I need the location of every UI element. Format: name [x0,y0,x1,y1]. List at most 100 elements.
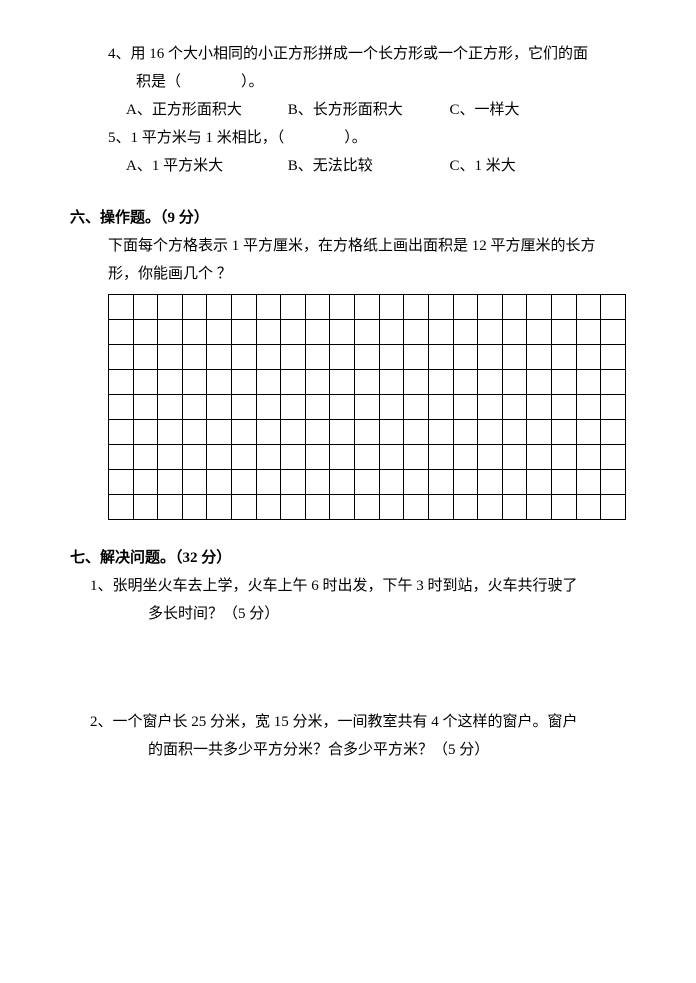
grid-cell [551,295,576,320]
grid-cell [502,370,527,395]
grid-cell [355,420,380,445]
sec7-q1-line2: 多长时间？（5 分） [70,600,626,628]
grid-cell [527,445,552,470]
grid-cell [133,470,158,495]
grid-cell [428,295,453,320]
grid-cell [453,495,478,520]
grid-cell [576,495,601,520]
q5-optA: A、1 平方米大 [126,152,284,180]
grid-cell [601,345,626,370]
grid-cell [305,370,330,395]
grid-cell [158,345,183,370]
grid-cell [330,370,355,395]
grid-cell [182,495,207,520]
grid-cell [182,295,207,320]
grid-cell [379,345,404,370]
grid-cell [158,395,183,420]
q4-line2: 积是（ ）。 [70,68,626,96]
grid-cell [133,295,158,320]
grid-cell [133,495,158,520]
grid-cell [379,495,404,520]
sec7-q2-line1: 2、一个窗户长 25 分米，宽 15 分米，一间教室共有 4 个这样的窗户。窗户 [70,708,626,736]
grid-cell [379,295,404,320]
grid-cell [453,345,478,370]
grid-cell [478,320,503,345]
grid-cell [281,420,306,445]
grid-cell [109,420,134,445]
grid-cell [576,395,601,420]
grid-cell [502,445,527,470]
grid-cell [601,395,626,420]
grid-cell [601,470,626,495]
grid-cell [355,320,380,345]
grid-cell [109,320,134,345]
grid-cell [428,395,453,420]
grid-cell [281,345,306,370]
grid-cell [232,370,257,395]
grid-cell [527,420,552,445]
grid-cell [158,320,183,345]
grid-cell [379,445,404,470]
grid-cell [305,495,330,520]
grid-cell [527,370,552,395]
grid-cell [109,395,134,420]
grid-cell [502,345,527,370]
grid-cell [404,470,429,495]
grid-cell [428,370,453,395]
grid-cell [182,445,207,470]
grid-cell [355,345,380,370]
grid-cell [207,295,232,320]
grid-cell [601,370,626,395]
grid-cell [109,470,134,495]
grid-cell [551,470,576,495]
grid-cell [404,320,429,345]
grid-cell [428,420,453,445]
grid-cell [551,320,576,345]
grid-cell [133,320,158,345]
grid-cell [305,295,330,320]
grid-cell [305,445,330,470]
grid-cell [133,345,158,370]
grid-cell [576,420,601,445]
grid-cell [281,370,306,395]
grid-cell [428,445,453,470]
grid-cell [404,295,429,320]
grid-cell [305,420,330,445]
grid-cell [256,320,281,345]
grid-cell [182,420,207,445]
grid-cell [601,495,626,520]
grid-cell [404,445,429,470]
grid-cell [232,345,257,370]
grid-cell [330,470,355,495]
grid-cell [330,395,355,420]
grid-cell [330,295,355,320]
grid-cell [527,495,552,520]
grid-cell [453,445,478,470]
grid-cell [133,370,158,395]
grid-cell [601,445,626,470]
grid-cell [379,370,404,395]
grid-cell [379,470,404,495]
sec6-line2: 形，你能画几个 ？ [70,260,626,288]
grid-cell [158,420,183,445]
grid-cell [281,445,306,470]
grid-cell [576,345,601,370]
grid-cell [158,495,183,520]
q5-line1: 5、1 平方米与 1 米相比，（ ）。 [70,124,626,152]
sec7-q1-line1: 1、张明坐火车去上学，火车上午 6 时出发，下午 3 时到站，火车共行驶了 [70,572,626,600]
q4-line1: 4、用 16 个大小相同的小正方形拼成一个长方形或一个正方形，它们的面 [70,40,626,68]
grid-cell [305,320,330,345]
grid-cell [232,495,257,520]
q5-options: A、1 平方米大 B、无法比较 C、1 米大 [70,152,626,180]
grid-cell [502,395,527,420]
grid-cell [527,295,552,320]
grid-cell [551,420,576,445]
grid-cell [453,420,478,445]
grid-cell [133,420,158,445]
q5-optC: C、1 米大 [450,152,516,180]
grid-cell [527,320,552,345]
grid-cell [502,320,527,345]
grid-cell [576,370,601,395]
grid-cell [478,420,503,445]
grid-cell [256,470,281,495]
